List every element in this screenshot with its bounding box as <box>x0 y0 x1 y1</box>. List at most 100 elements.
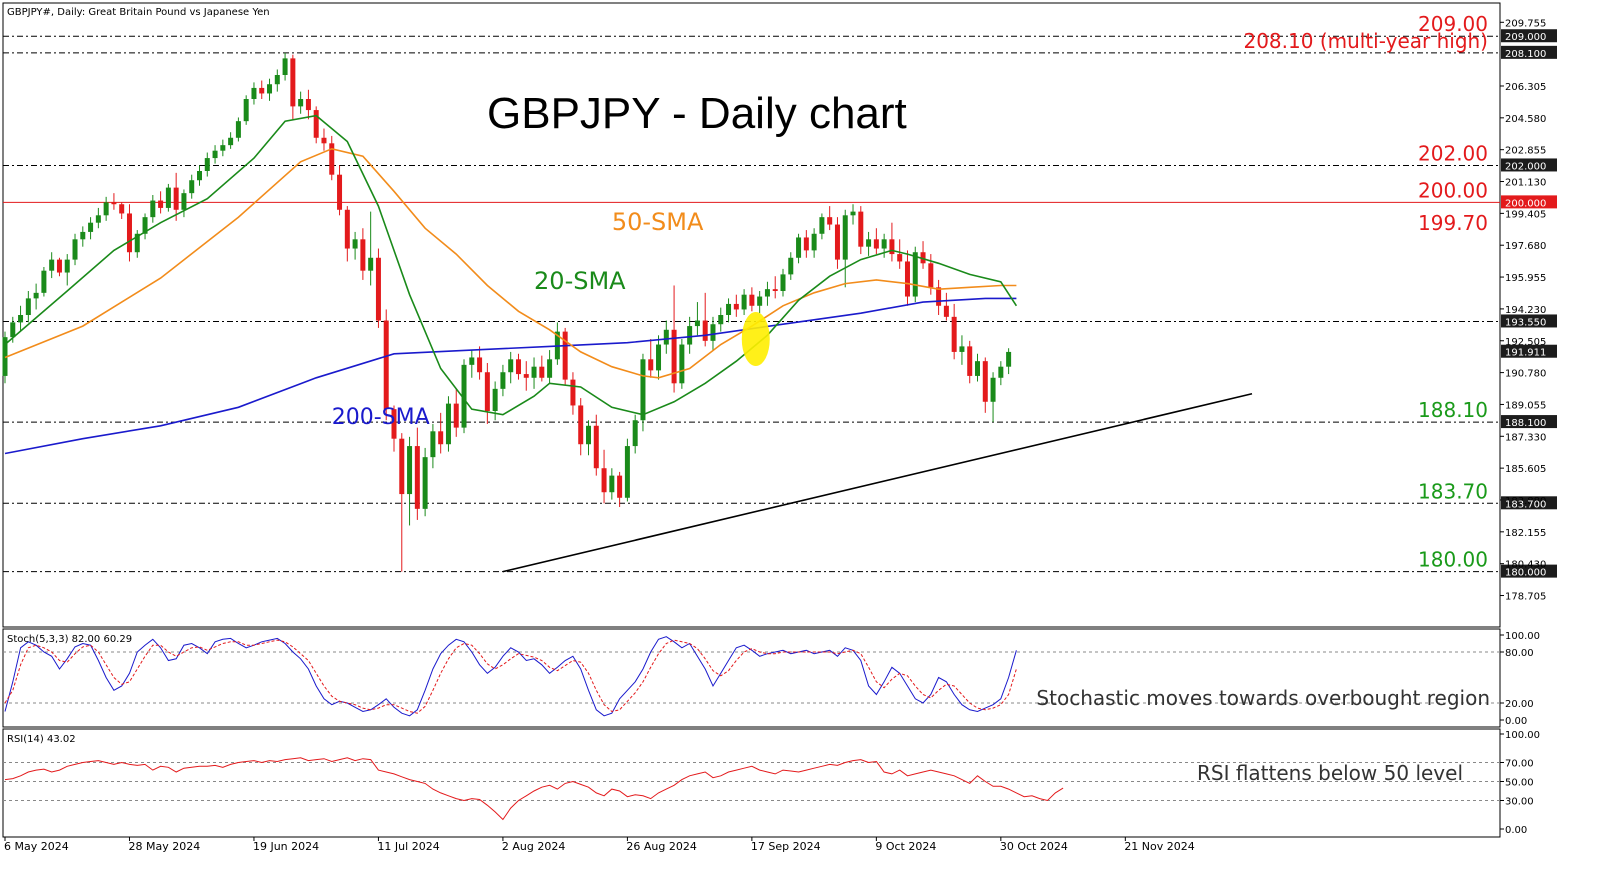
candle-body <box>18 315 24 323</box>
y-tick-label: 190.780 <box>1505 369 1546 380</box>
candle-body <box>998 366 1004 378</box>
candle-body <box>321 137 327 144</box>
candle-body <box>414 446 420 509</box>
candle-body <box>80 231 86 240</box>
sma50-line <box>4 147 1017 379</box>
x-tick-label: 11 Jul 2024 <box>377 840 439 853</box>
y-tick-label: 182.155 <box>1505 528 1546 539</box>
marks-layer <box>2 52 1253 821</box>
candle-body <box>796 237 802 258</box>
candle-body <box>492 388 498 411</box>
x-tick-label: 26 Aug 2024 <box>626 840 696 853</box>
price-tag-label: 191.911 <box>1505 348 1546 359</box>
candle-body <box>313 110 319 138</box>
y-tick-label: 195.955 <box>1505 273 1546 284</box>
candle-body <box>212 150 218 159</box>
candle-body <box>2 337 8 376</box>
candle-body <box>282 58 288 75</box>
candle-body <box>819 217 825 234</box>
candle-body <box>399 438 405 495</box>
level-label: 208.10 (multi-year high) <box>1243 29 1488 53</box>
y-tick-label: 209.755 <box>1505 18 1546 29</box>
crossover-highlight <box>741 312 770 366</box>
y-tick-label: 204.580 <box>1505 114 1546 125</box>
candle-body <box>671 329 677 384</box>
candle-body <box>95 215 101 223</box>
candle-body <box>49 259 55 271</box>
candle-body <box>515 359 521 375</box>
candle-body <box>204 158 210 171</box>
level-label: 202.00 <box>1418 141 1488 165</box>
candle-body <box>290 58 296 107</box>
candle-body <box>593 425 599 469</box>
candle-body <box>850 211 856 216</box>
candle-body <box>803 237 809 251</box>
main-header: GBPJPY#, Daily: Great Britain Pound vs J… <box>7 7 270 18</box>
candle-body <box>523 374 529 378</box>
sma200-line <box>4 297 1017 455</box>
price-tag-label: 200.000 <box>1505 198 1546 209</box>
candle-body <box>220 145 226 151</box>
y-tick-label: 201.130 <box>1505 178 1546 189</box>
candle-body <box>842 215 848 260</box>
candle-body <box>570 379 576 406</box>
candle-body <box>64 259 70 273</box>
candle-body <box>982 361 988 402</box>
candle-body <box>827 217 833 225</box>
candle-body <box>772 289 778 291</box>
y-tick-label: 202.855 <box>1505 146 1546 157</box>
candle-body <box>788 257 794 275</box>
candle-body <box>1006 351 1012 367</box>
candle-body <box>430 431 436 458</box>
x-tick-label: 17 Sep 2024 <box>751 840 821 853</box>
price-tag-label: 202.000 <box>1505 161 1546 172</box>
candle-body <box>640 359 646 421</box>
candle-body <box>780 274 786 291</box>
level-label: 199.70 <box>1418 211 1488 235</box>
y-tick-label: 0.00 <box>1505 716 1527 727</box>
level-label: 183.70 <box>1418 479 1488 503</box>
x-tick-label: 28 May 2024 <box>128 840 200 853</box>
rsi-annotation: RSI flattens below 50 level <box>1197 761 1463 785</box>
price-tag-box <box>1501 158 1557 172</box>
candle-body <box>337 174 343 210</box>
x-tick-label: 2 Aug 2024 <box>502 840 565 853</box>
price-tag-label: 188.100 <box>1505 418 1546 429</box>
candle-body <box>251 87 257 99</box>
candle-body <box>936 287 942 306</box>
level-label: 209.00 <box>1418 12 1488 36</box>
candle-body <box>764 289 770 297</box>
y-tick-label: 206.305 <box>1505 82 1546 93</box>
grid-layer <box>2 2 1557 841</box>
candle-body <box>733 303 739 310</box>
candle-body <box>632 420 638 447</box>
candle-body <box>344 209 350 249</box>
candle-body <box>562 331 568 380</box>
candle-body <box>445 403 451 445</box>
stoch-panel-frame <box>2 628 1501 728</box>
price-tag-label: 180.000 <box>1505 568 1546 579</box>
candle-body <box>959 346 965 352</box>
candle-body <box>150 200 156 218</box>
candle-body <box>967 346 973 376</box>
candle-body <box>539 366 545 378</box>
candle-body <box>648 359 654 371</box>
candle-body <box>586 425 591 445</box>
y-tick-label: 50.00 <box>1505 778 1534 789</box>
y-tick-label: 0.00 <box>1505 825 1527 836</box>
candle-body <box>111 202 117 205</box>
candle-body <box>500 372 506 389</box>
candle-body <box>72 239 78 260</box>
candle-body <box>928 263 934 288</box>
candle-body <box>718 315 724 325</box>
candle-body <box>267 84 273 94</box>
candle-body <box>375 257 381 321</box>
candle-body <box>702 320 708 341</box>
price-tag-label: 193.550 <box>1505 317 1546 328</box>
candle-body <box>126 213 132 253</box>
candle-body <box>181 193 187 210</box>
candle-body <box>119 204 125 214</box>
stoch-annotation: Stochastic moves towards overbought regi… <box>1036 686 1490 710</box>
price-tag-box <box>1501 564 1557 578</box>
candle-body <box>975 361 980 376</box>
